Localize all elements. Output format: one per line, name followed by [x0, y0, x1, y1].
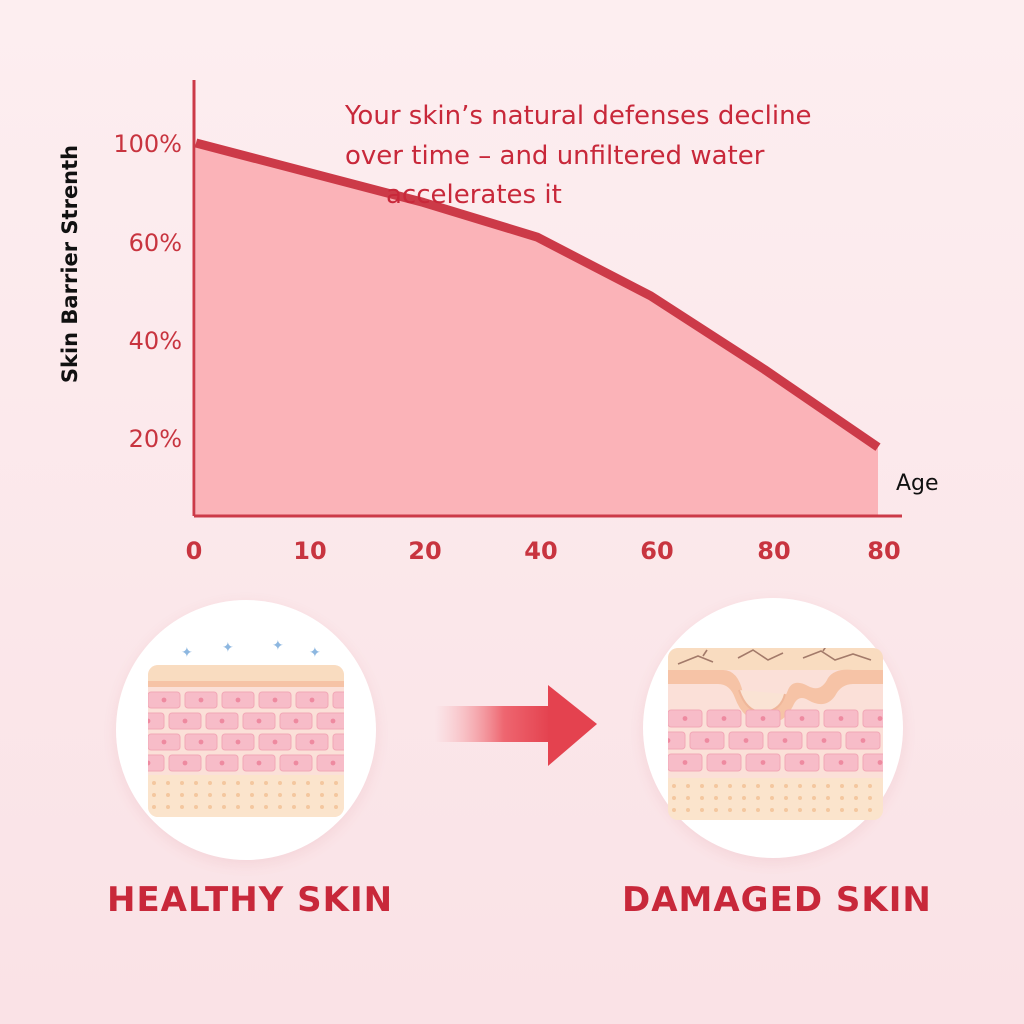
damaged-skin-panel	[643, 598, 903, 858]
barrier-chart: 100% 60% 40% 20% 0 10 20 40 60 80 80 Skin Barrier …	[58, 80, 939, 565]
arrow-right-icon	[435, 685, 597, 766]
y-axis-label: Skin Barrier Strenth	[58, 145, 82, 383]
svg-text:✦: ✦	[181, 645, 193, 661]
damaged-skin-illustration	[668, 648, 883, 820]
y-tick-label: 100%	[113, 130, 182, 158]
sparkle-icon: ✦ ✦ ✦ ✦	[181, 638, 321, 661]
x-tick-label: 80	[867, 537, 900, 565]
annotation-line-2: over time – and unfiltered water	[345, 141, 765, 171]
annotation-line-1: Your skin’s natural defenses decline	[344, 101, 812, 131]
y-tick-label: 20%	[129, 425, 182, 453]
data-point	[877, 446, 879, 448]
data-point	[309, 172, 311, 174]
annotation-line-3: accelerates it	[386, 180, 562, 210]
x-tick-label: 10	[293, 537, 326, 565]
healthy-skin-label: HEALTHY SKIN	[107, 880, 394, 920]
svg-text:✦: ✦	[222, 640, 234, 656]
x-tick-label: 60	[640, 537, 673, 565]
x-axis-label: Age	[896, 471, 939, 496]
healthy-skin-illustration: ✦ ✦ ✦ ✦	[148, 638, 344, 817]
x-tick-label: 80	[757, 537, 790, 565]
healthy-skin-panel: ✦ ✦ ✦ ✦	[116, 600, 376, 860]
crack-lines	[677, 648, 872, 665]
area-fill	[196, 143, 878, 516]
svg-text:✦: ✦	[272, 638, 284, 654]
data-point	[650, 295, 652, 297]
y-tick-label: 60%	[129, 229, 182, 257]
x-tick-label: 0	[186, 537, 203, 565]
y-tick-label: 40%	[129, 327, 182, 355]
x-tick-label: 20	[408, 537, 441, 565]
x-tick-label: 40	[524, 537, 557, 565]
damaged-skin-label: DAMAGED SKIN	[622, 880, 932, 920]
data-point	[763, 368, 765, 370]
svg-text:✦: ✦	[309, 645, 321, 661]
series-line	[194, 138, 881, 451]
data-point	[536, 236, 538, 238]
